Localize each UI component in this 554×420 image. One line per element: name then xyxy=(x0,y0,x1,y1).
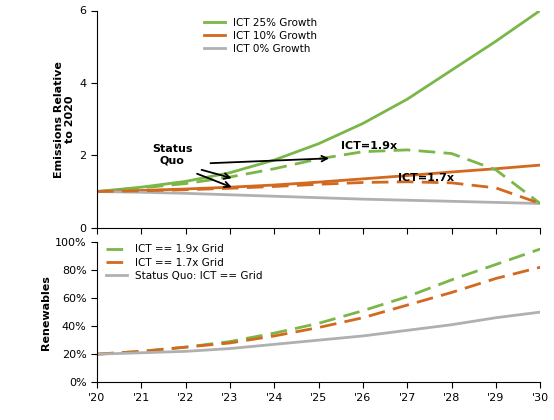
Text: ICT=1.9x: ICT=1.9x xyxy=(341,141,397,151)
Legend: ICT == 1.9x Grid, ICT == 1.7x Grid, Status Quo: ICT == Grid: ICT == 1.9x Grid, ICT == 1.7x Grid, Stat… xyxy=(102,240,267,285)
Y-axis label: Emissions Relative
to 2020: Emissions Relative to 2020 xyxy=(54,60,75,178)
Text: ICT=1.7x: ICT=1.7x xyxy=(398,173,454,183)
Legend: ICT 25% Growth, ICT 10% Growth, ICT 0% Growth: ICT 25% Growth, ICT 10% Growth, ICT 0% G… xyxy=(199,13,321,58)
Text: Status
Quo: Status Quo xyxy=(152,144,193,165)
Y-axis label: Renewables: Renewables xyxy=(41,275,51,349)
